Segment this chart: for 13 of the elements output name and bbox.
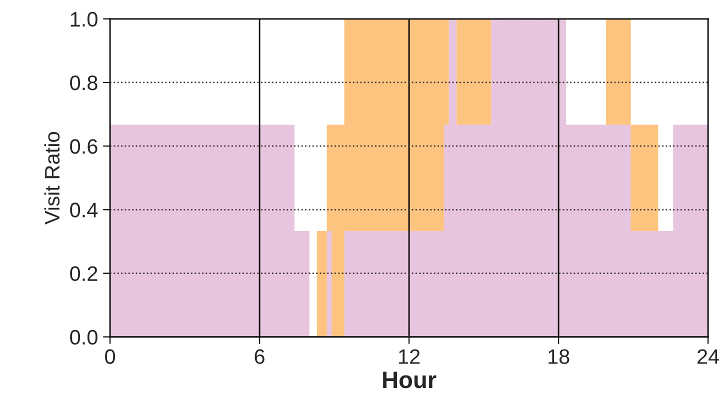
x-tick-label: 18 <box>548 349 570 364</box>
y-tick-label: 0.8 <box>70 75 98 90</box>
x-tick-label: 6 <box>254 349 264 364</box>
y-tick-label: 1.0 <box>70 12 98 27</box>
x-tick-label: 0 <box>105 349 116 364</box>
y-tick-label: 0.0 <box>70 330 98 345</box>
x-axis-title: Hour <box>383 372 436 388</box>
y-tick-label: 0.2 <box>70 266 98 282</box>
y-axis-title: Visit Ratio <box>44 132 60 224</box>
x-tick-label: 24 <box>698 349 720 364</box>
y-tick-label: 0.6 <box>70 139 98 154</box>
y-tick-label: 0.4 <box>70 202 98 218</box>
x-tick-label: 12 <box>399 349 420 364</box>
